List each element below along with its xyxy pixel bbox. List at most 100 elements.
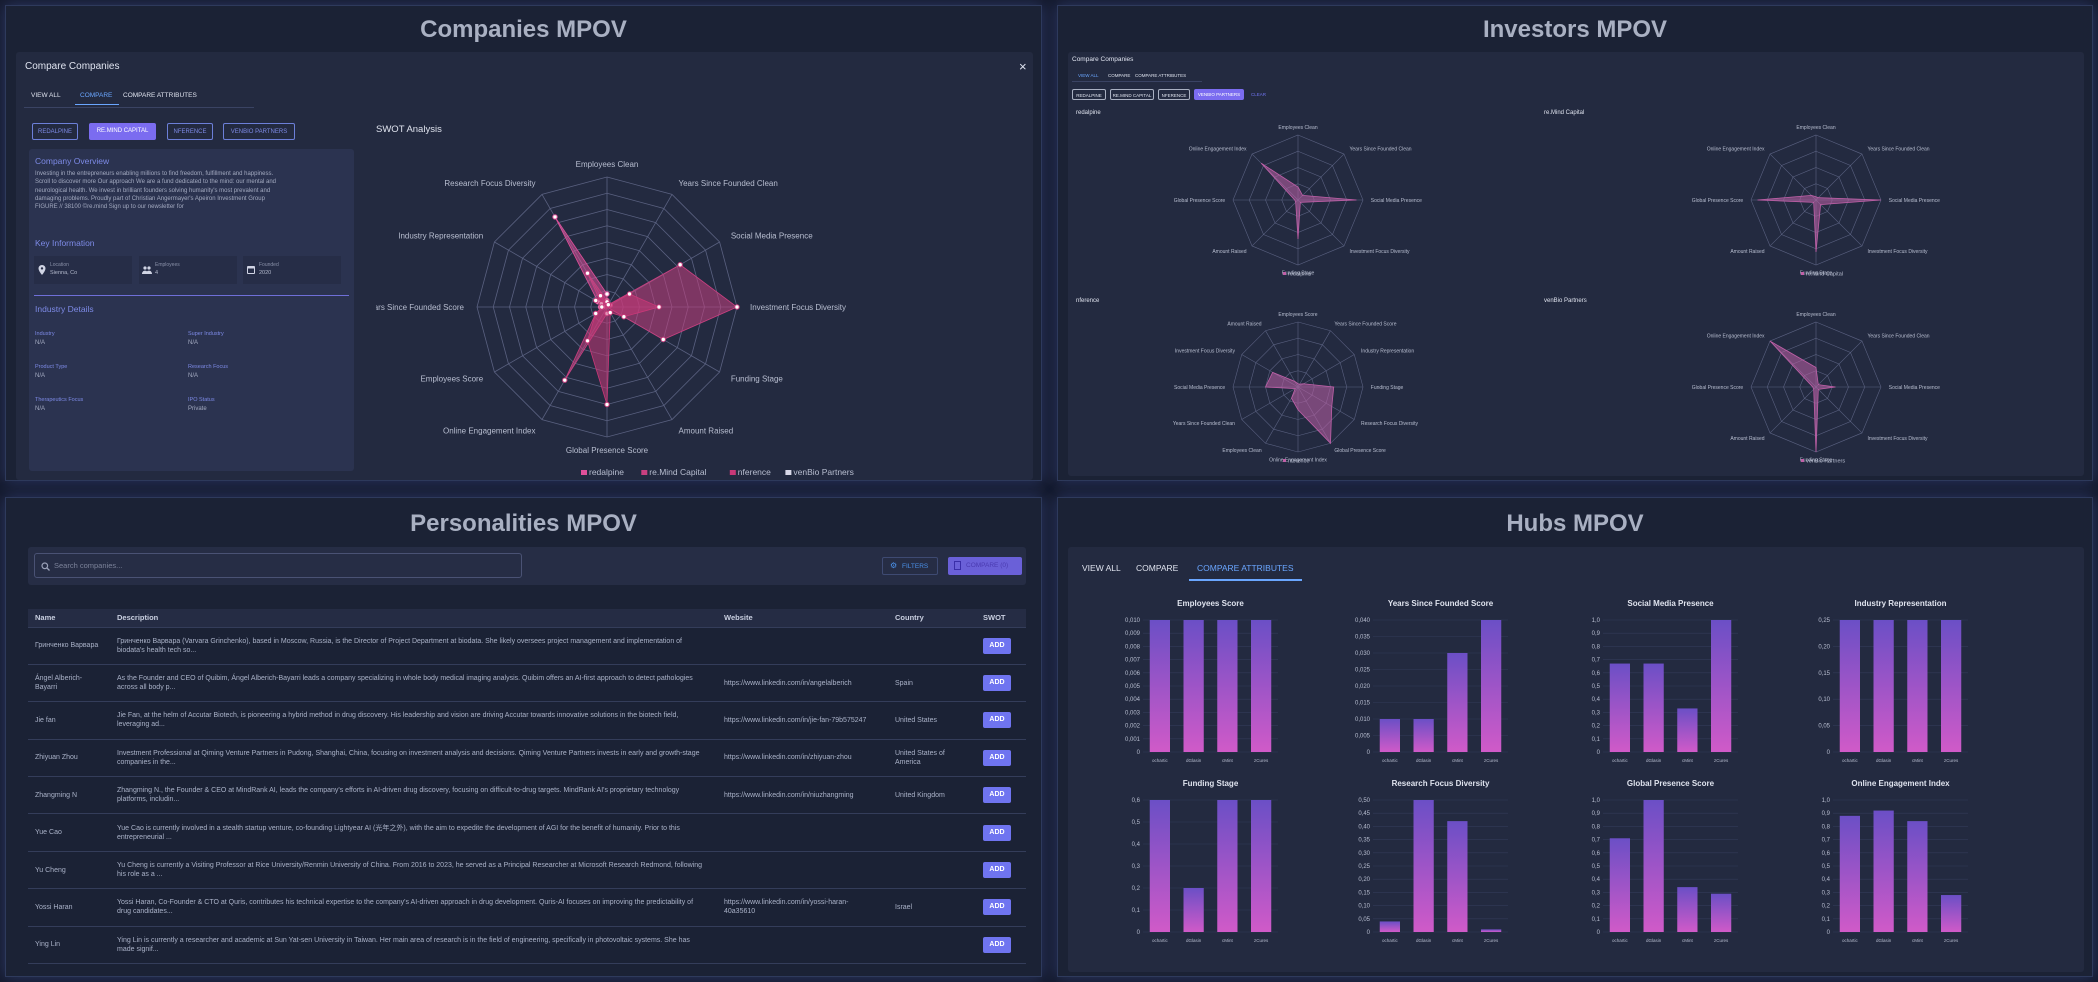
investor-button-remind-capital[interactable]: RE.MIND CAPITAL [1110,89,1154,100]
bar-tick-label: 1,0 [1592,618,1601,624]
legend-swatch [641,470,648,475]
radar-axis-label: Industry Representation [398,231,483,240]
swot-cell: ADD [976,627,1026,665]
add-button[interactable]: ADD [983,712,1011,729]
close-icon[interactable]: × [1019,59,1027,74]
search-input[interactable]: Search companies... [34,553,522,578]
person-website[interactable] [717,926,888,965]
radar-axis-label: Funding Stage [731,374,784,383]
bar-tick-label: 0,15 [1358,890,1370,896]
add-button[interactable]: ADD [983,637,1011,654]
person-country: Spain [888,664,976,703]
add-button[interactable]: ADD [983,862,1011,879]
tab-compare-attributes[interactable]: COMPARE ATTRIBUTES [1135,73,1187,78]
bar-tick-label: 0,035 [1355,635,1371,641]
person-website[interactable]: https://www.linkedin.com/in/niuzhangming [717,776,888,815]
radar-axis-label: Funding Stage [1800,271,1833,277]
filters-button[interactable]: ⚙ FILTERS [882,557,938,575]
radar-series-area [1769,340,1836,453]
website-line[interactable]: https://www.linkedin.com/in/niuzhangming [724,791,854,799]
tab-compare-attributes[interactable]: COMPARE ATTRIBUTES [123,92,197,99]
bar-tick-label: 0,002 [1125,724,1141,730]
person-name: Yue Cao [28,813,110,852]
investor-button-nference[interactable]: NFERENCE [1158,89,1190,100]
person-website[interactable] [717,851,888,890]
person-website[interactable] [717,813,888,852]
add-button[interactable]: ADD [983,749,1011,766]
bar-mark [1447,653,1468,752]
company-button-redalpine[interactable]: REDALPINE [32,123,78,140]
calendar-icon [247,266,255,274]
compare-button[interactable]: COMPARE (0) [948,557,1022,575]
key-info-founded: Founded 2020 [243,256,341,284]
bar-tick-label: 0,6 [1822,851,1831,857]
bar-tick-label: 0,1 [1592,737,1601,743]
tab-compare[interactable]: COMPARE [80,92,113,99]
person-description: Jie Fan, at the helm of Accutar Biotech,… [110,701,717,740]
person-name-line: Yue Cao [35,829,62,837]
swot-cell: ADD [976,664,1026,703]
tab-view-all[interactable]: VIEW ALL [1078,73,1099,78]
company-button-remind-capital[interactable]: RE.MIND CAPITAL [89,123,156,140]
company-button-venbio-partners[interactable]: VENBIO PARTNERS [223,123,295,140]
person-website[interactable]: https://www.linkedin.com/in/angelalberic… [717,664,888,703]
country-line: United States of [895,749,945,757]
website-line[interactable]: https://www.linkedin.com/in/angelalberic… [724,679,852,687]
clear-button[interactable]: CLEAR [1251,92,1267,97]
person-description: Yossi Haran, Co-Founder & CTO at Quris, … [110,888,717,927]
table-row: Yue Cao Yue Cao is currently involved in … [28,813,1026,852]
key-info-title: Key Information [35,238,95,248]
bar-tick-label: 0,015 [1355,701,1371,707]
tab-compare-attributes[interactable]: COMPARE ATTRIBUTES [1197,563,1294,573]
bar-tick-label: 0,10 [1358,904,1370,910]
bar-mark [1217,620,1238,752]
tab-underline [1189,579,1302,581]
tab-view-all[interactable]: VIEW ALL [1082,563,1121,573]
bar-tick-label: 0,010 [1125,618,1141,624]
add-button[interactable]: ADD [983,675,1011,692]
overview-title: Company Overview [35,156,110,166]
bar-tick-label: 0,2 [1132,886,1141,892]
company-button-nference[interactable]: NFERENCE [167,123,213,140]
bar-mark [1481,929,1502,932]
investor-button-venbio-partners[interactable]: VENBIO PARTNERS [1194,89,1244,100]
bar-category-label: dGlasin [1186,758,1202,763]
bar-mark [1609,838,1630,932]
person-website[interactable] [717,627,888,665]
hub-bar-charts: Employees Score 0 0,001 0,002 0,003 0,004 0,00… [1125,599,1968,943]
tab-compare[interactable]: COMPARE [1136,563,1179,573]
bar-category-label: cMint [1222,758,1234,763]
website-line[interactable]: https://www.linkedin.com/in/yossi-haran- [724,899,849,907]
bar-category-label: cMint [1222,938,1234,943]
bar-mark [1711,620,1732,752]
website-line[interactable]: https://www.linkedin.com/in/jie-fan-79b5… [724,716,867,724]
website-line[interactable]: 40a35610 [724,908,756,916]
swot-cell: ADD [976,739,1026,778]
radar-axis-label: Amount Raised [1212,249,1246,255]
tab-view-all[interactable]: VIEW ALL [31,92,61,99]
person-website[interactable]: https://www.linkedin.com/in/zhiyuan-zhou [717,739,888,778]
industry-label: IPO Status [188,397,215,403]
investor-button-redalpine[interactable]: REDALPINE [1072,89,1106,100]
add-button[interactable]: ADD [983,787,1011,804]
radar-data-point [604,291,610,297]
person-website[interactable]: https://www.linkedin.com/in/jie-fan-79b5… [717,701,888,740]
radar-axis-label: Amount Raised [1227,322,1261,328]
investor-chart-title: nference [1076,298,1100,304]
tab-compare[interactable]: COMPARE [1108,73,1131,78]
radar-data-point [593,310,599,317]
add-button[interactable]: ADD [983,936,1011,953]
add-button[interactable]: ADD [983,899,1011,916]
radar-axis-line [494,306,608,373]
hubs-title: Hubs MPOV [1506,510,1644,537]
person-name: Zhiyuan Zhou [28,739,110,778]
website-line[interactable]: https://www.linkedin.com/in/zhiyuan-zhou [724,754,852,762]
radar-data-point [734,304,740,310]
bar-tick-label: 0,005 [1125,684,1141,690]
add-button[interactable]: ADD [983,824,1011,841]
radar-data-point [599,304,605,310]
radar-data-point [621,314,627,320]
legend-swatch [1801,459,1804,462]
person-website[interactable]: https://www.linkedin.com/in/yossi-haran-… [717,888,888,927]
bar-tick-label: 0,20 [1358,877,1370,883]
